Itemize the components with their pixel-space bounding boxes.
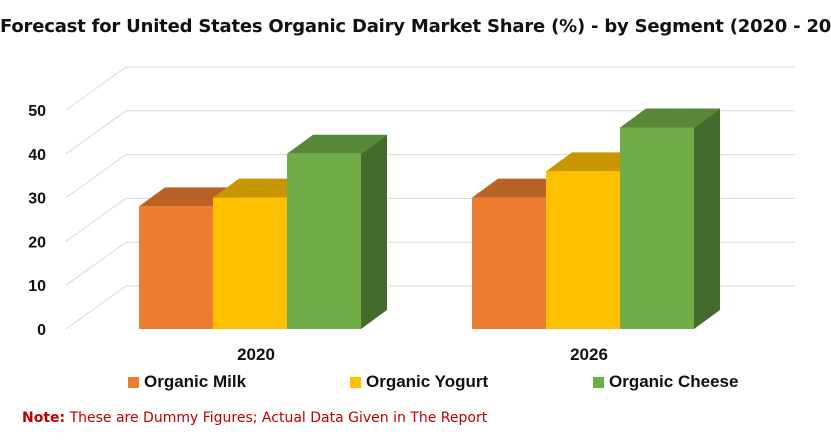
gridline-diagonal	[65, 110, 127, 155]
y-tick-label: 10	[28, 278, 46, 295]
gridline-diagonal	[65, 66, 127, 111]
note-label: Note:	[22, 410, 66, 426]
bar-front	[139, 206, 213, 329]
bar-side	[361, 134, 387, 329]
note-text: These are Dummy Figures; Actual Data Giv…	[65, 410, 488, 426]
bar-side	[694, 108, 720, 330]
x-axis-ticks: 2020 2026	[237, 345, 608, 364]
y-tick-label: 30	[28, 191, 46, 208]
legend-label-cheese: Organic Cheese	[609, 372, 739, 391]
gridline-diagonal	[65, 197, 127, 242]
bar-top	[620, 108, 720, 128]
bar-front	[472, 197, 546, 329]
bar-cheese-2026	[620, 108, 720, 330]
legend-item-milk: Organic Milk	[128, 372, 246, 392]
bar-cheese-2020	[287, 134, 387, 329]
legend-label-milk: Organic Milk	[144, 372, 247, 391]
y-tick-label: 40	[28, 147, 46, 164]
legend-label-yogurt: Organic Yogurt	[366, 372, 489, 391]
legend-swatch-milk	[128, 376, 139, 388]
chart-title: Forecast for United States Organic Dairy…	[0, 16, 831, 37]
legend-swatch-yogurt	[350, 376, 361, 388]
gridline-diagonal	[65, 241, 127, 286]
y-tick-label: 50	[28, 103, 46, 120]
bar-front	[287, 153, 361, 329]
gridline-diagonal	[65, 154, 127, 199]
legend-swatch-cheese	[593, 376, 604, 388]
bar-top	[287, 134, 387, 154]
bar-front	[620, 127, 694, 330]
y-tick-label: 20	[28, 234, 46, 251]
legend-item-yogurt: Organic Yogurt	[350, 372, 488, 392]
bar-front	[213, 197, 287, 329]
note: Note: These are Dummy Figures; Actual Da…	[22, 410, 487, 426]
bars	[139, 108, 720, 330]
x-tick-label: 2020	[237, 345, 275, 364]
legend-item-cheese: Organic Cheese	[593, 372, 738, 392]
gridline-diagonal	[65, 285, 127, 330]
y-tick-label: 0	[37, 322, 46, 339]
y-axis-ticks: 0 10 20 30 40 50	[28, 103, 46, 339]
x-tick-label: 2026	[570, 345, 608, 364]
bar-front	[546, 171, 620, 329]
legend: Organic Milk Organic Yogurt Organic Chee…	[0, 372, 831, 398]
